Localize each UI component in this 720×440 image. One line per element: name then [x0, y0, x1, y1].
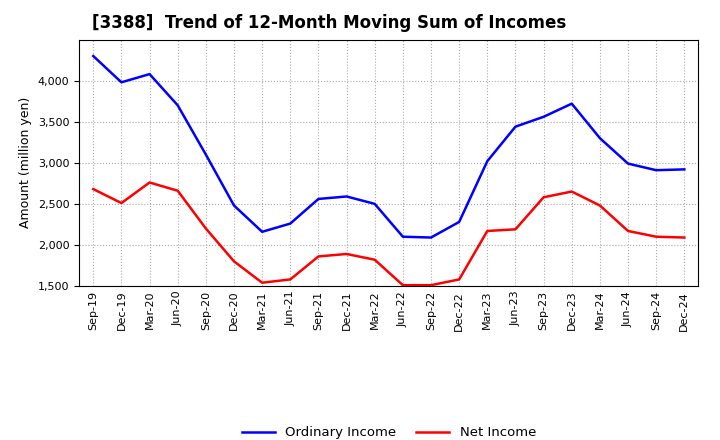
Ordinary Income — [455, 219, 464, 224]
Ordinary Income — [427, 235, 436, 240]
Net Income — [230, 259, 238, 264]
Net Income — [539, 194, 548, 200]
Net Income — [89, 187, 98, 192]
Ordinary Income — [174, 103, 182, 108]
Ordinary Income — [342, 194, 351, 199]
Ordinary Income — [624, 161, 632, 166]
Ordinary Income — [202, 152, 210, 157]
Ordinary Income — [652, 168, 660, 173]
Net Income — [511, 227, 520, 232]
Ordinary Income — [286, 221, 294, 226]
Net Income — [117, 200, 126, 205]
Ordinary Income — [567, 101, 576, 106]
Net Income — [342, 251, 351, 257]
Net Income — [399, 282, 408, 288]
Ordinary Income — [117, 80, 126, 85]
Y-axis label: Amount (million yen): Amount (million yen) — [19, 97, 32, 228]
Ordinary Income — [399, 234, 408, 239]
Ordinary Income — [258, 229, 266, 235]
Net Income — [370, 257, 379, 262]
Net Income — [595, 203, 604, 208]
Ordinary Income — [145, 71, 154, 77]
Net Income — [483, 228, 492, 234]
Ordinary Income — [483, 158, 492, 164]
Legend: Ordinary Income, Net Income: Ordinary Income, Net Income — [236, 421, 541, 440]
Text: [3388]  Trend of 12-Month Moving Sum of Incomes: [3388] Trend of 12-Month Moving Sum of I… — [91, 15, 566, 33]
Net Income — [624, 228, 632, 234]
Ordinary Income — [230, 203, 238, 208]
Net Income — [202, 226, 210, 231]
Net Income — [567, 189, 576, 194]
Ordinary Income — [370, 201, 379, 206]
Net Income — [455, 277, 464, 282]
Ordinary Income — [511, 124, 520, 129]
Net Income — [314, 254, 323, 259]
Net Income — [145, 180, 154, 185]
Ordinary Income — [314, 196, 323, 202]
Net Income — [652, 234, 660, 239]
Ordinary Income — [89, 53, 98, 59]
Line: Ordinary Income: Ordinary Income — [94, 56, 684, 238]
Net Income — [680, 235, 688, 240]
Net Income — [258, 280, 266, 286]
Ordinary Income — [595, 136, 604, 141]
Line: Net Income: Net Income — [94, 183, 684, 285]
Ordinary Income — [539, 114, 548, 119]
Ordinary Income — [680, 167, 688, 172]
Net Income — [174, 188, 182, 193]
Net Income — [427, 282, 436, 288]
Net Income — [286, 277, 294, 282]
